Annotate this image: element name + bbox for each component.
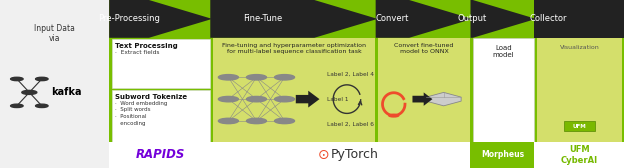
- Text: Label 2, Label 4: Label 2, Label 4: [327, 71, 374, 76]
- Text: Pre-Processing: Pre-Processing: [98, 14, 160, 23]
- Text: ⊙: ⊙: [318, 148, 329, 162]
- Polygon shape: [296, 91, 319, 108]
- Polygon shape: [470, 0, 536, 38]
- Bar: [112, 39, 210, 88]
- Circle shape: [218, 75, 238, 80]
- Text: Convert fine-tuned
model to ONNX: Convert fine-tuned model to ONNX: [394, 43, 454, 54]
- Circle shape: [22, 90, 37, 94]
- Bar: [0, 0, 109, 168]
- Text: Output: Output: [457, 14, 486, 23]
- Polygon shape: [210, 0, 378, 38]
- Text: RAPIDS: RAPIDS: [136, 149, 185, 161]
- Polygon shape: [109, 0, 212, 38]
- Text: Fine-Tune: Fine-Tune: [243, 14, 282, 23]
- Text: Label 2, Label 6: Label 2, Label 6: [327, 122, 374, 127]
- Text: Load
model: Load model: [492, 45, 514, 57]
- Text: Input Data
via: Input Data via: [34, 24, 75, 43]
- Text: Convert: Convert: [376, 14, 409, 23]
- Bar: [378, 38, 470, 142]
- Bar: [112, 90, 210, 142]
- Text: UFM
CyberAI: UFM CyberAI: [561, 145, 598, 165]
- Bar: [213, 38, 375, 142]
- Text: ·  Word embedding
·  Split words
·  Positional
   encoding: · Word embedding · Split words · Positio…: [115, 101, 168, 126]
- Text: kafka: kafka: [51, 87, 82, 97]
- Circle shape: [36, 104, 48, 108]
- Bar: [109, 142, 212, 168]
- Polygon shape: [412, 92, 432, 106]
- Circle shape: [36, 77, 48, 81]
- Polygon shape: [426, 92, 461, 106]
- Text: Fine-tuning and hyperparameter optimization
for multi-label sequence classificat: Fine-tuning and hyperparameter optimizat…: [222, 43, 366, 54]
- Bar: [473, 38, 534, 142]
- Text: Visualization: Visualization: [560, 45, 599, 50]
- Circle shape: [246, 96, 266, 102]
- Text: Collector: Collector: [529, 14, 567, 23]
- Circle shape: [275, 75, 295, 80]
- Text: Text Processing: Text Processing: [115, 43, 178, 49]
- Circle shape: [11, 104, 23, 108]
- Circle shape: [218, 96, 238, 102]
- Bar: [537, 38, 622, 142]
- Circle shape: [246, 75, 266, 80]
- Text: Morpheus: Morpheus: [482, 151, 525, 159]
- Circle shape: [246, 118, 266, 124]
- Circle shape: [11, 77, 23, 81]
- Bar: [210, 142, 474, 168]
- Circle shape: [218, 118, 238, 124]
- Text: Label 1: Label 1: [327, 97, 348, 102]
- Text: Subword Tokenize: Subword Tokenize: [115, 94, 188, 100]
- Polygon shape: [376, 0, 472, 38]
- Circle shape: [275, 96, 295, 102]
- Bar: [470, 142, 536, 168]
- Text: ·  Extract fields: · Extract fields: [115, 50, 160, 55]
- Circle shape: [389, 114, 399, 117]
- Bar: [534, 142, 624, 168]
- Circle shape: [275, 118, 295, 124]
- Text: UFM: UFM: [572, 123, 587, 129]
- Bar: [564, 121, 595, 131]
- Text: PyTorch: PyTorch: [331, 149, 379, 161]
- Polygon shape: [534, 0, 624, 38]
